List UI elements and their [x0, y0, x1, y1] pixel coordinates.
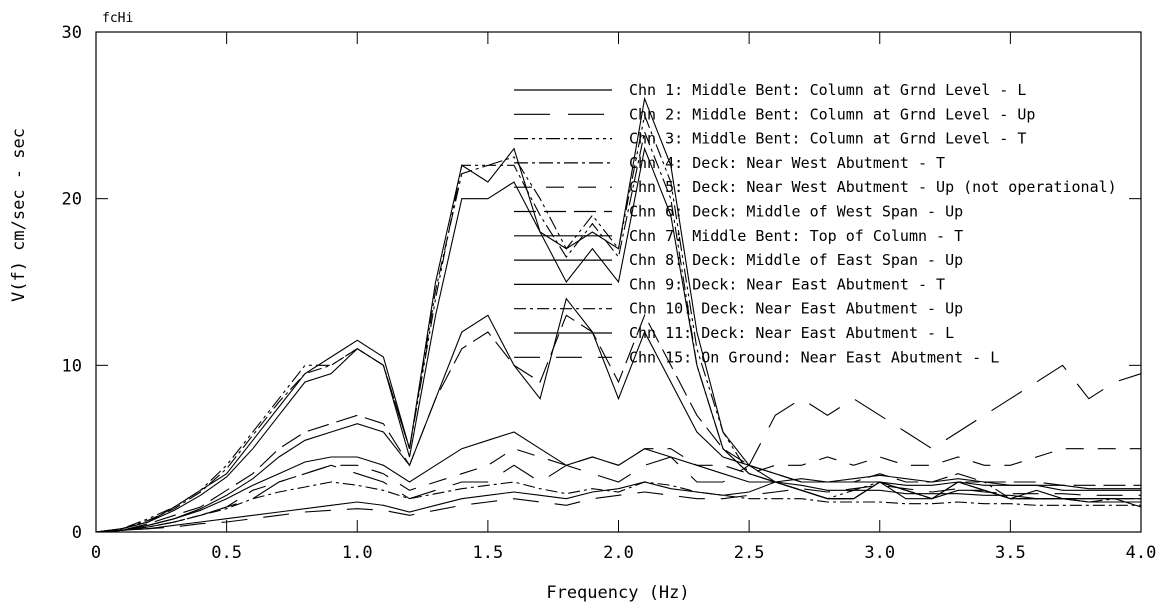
series-line: [95, 484, 1141, 533]
legend-label: Chn 4: Deck: Near West Abutment - T: [629, 154, 945, 172]
series-line: [95, 364, 1142, 533]
series-line: [95, 130, 1141, 533]
x-axis-label: Frequency (Hz): [546, 583, 689, 603]
y-tick-label: 20: [62, 190, 82, 210]
x-tick-label: 3.0: [864, 543, 895, 563]
series-lines: [95, 96, 1142, 533]
series-line: [95, 431, 1141, 533]
legend-label: Chn 6: Deck: Middle of West Span - Up: [629, 203, 963, 221]
x-tick-label: 3.5: [995, 543, 1026, 563]
legend-label: Chn 8: Deck: Middle of East Span - Up: [629, 251, 963, 269]
legend-label: Chn 5: Deck: Near West Abutment - Up (no…: [629, 178, 1117, 196]
legend-label: Chn 1: Middle Bent: Column at Grnd Level…: [629, 81, 1026, 99]
y-tick-label: 0: [72, 523, 82, 543]
x-tick-label: 2.5: [734, 543, 765, 563]
x-tick-label: 0: [91, 543, 101, 563]
legend-label: Chn 3: Middle Bent: Column at Grnd Level…: [629, 130, 1026, 148]
legend-label: Chn 11: Deck: Near East Abutment - L: [629, 324, 954, 342]
y-tick-label: 30: [62, 23, 82, 43]
series-line: [95, 481, 1141, 533]
series-line: [95, 474, 1141, 533]
x-tick-label: 0.5: [211, 543, 242, 563]
x-tick-label: 2.0: [603, 543, 634, 563]
legend-label: Chn 15: On Ground: Near East Abutment - …: [629, 348, 999, 366]
legend-label: Chn 10: Deck: Near East Abutment - Up: [629, 300, 963, 318]
axis-ticks: 0 0.5 1.0 1.5 2.0 2.5 3.0 3.5 4.0 0 10 20 30: [62, 23, 1157, 563]
x-tick-label: 1.0: [342, 543, 373, 563]
legend-label: Chn 7: Middle Bent: Top of Column - T: [629, 227, 963, 245]
series-line: [95, 313, 1141, 533]
legend-label: Chn 2: Middle Bent: Column at Grnd Level…: [629, 105, 1035, 123]
corner-label: fcHi: [102, 11, 133, 26]
y-axis-label: V(f) cm/sec - sec: [9, 128, 29, 302]
series-line: [95, 146, 1141, 533]
y-tick-label: 10: [62, 356, 82, 376]
x-tick-label: 1.5: [473, 543, 504, 563]
legend-label: Chn 9: Deck: Near East Abutment - T: [629, 275, 945, 293]
series-line: [95, 297, 1141, 533]
series-line: [95, 96, 1142, 533]
legend: Chn 1: Middle Bent: Column at Grnd Level…: [514, 81, 1117, 366]
series-line: [95, 113, 1141, 533]
x-tick-label: 4.0: [1126, 543, 1157, 563]
